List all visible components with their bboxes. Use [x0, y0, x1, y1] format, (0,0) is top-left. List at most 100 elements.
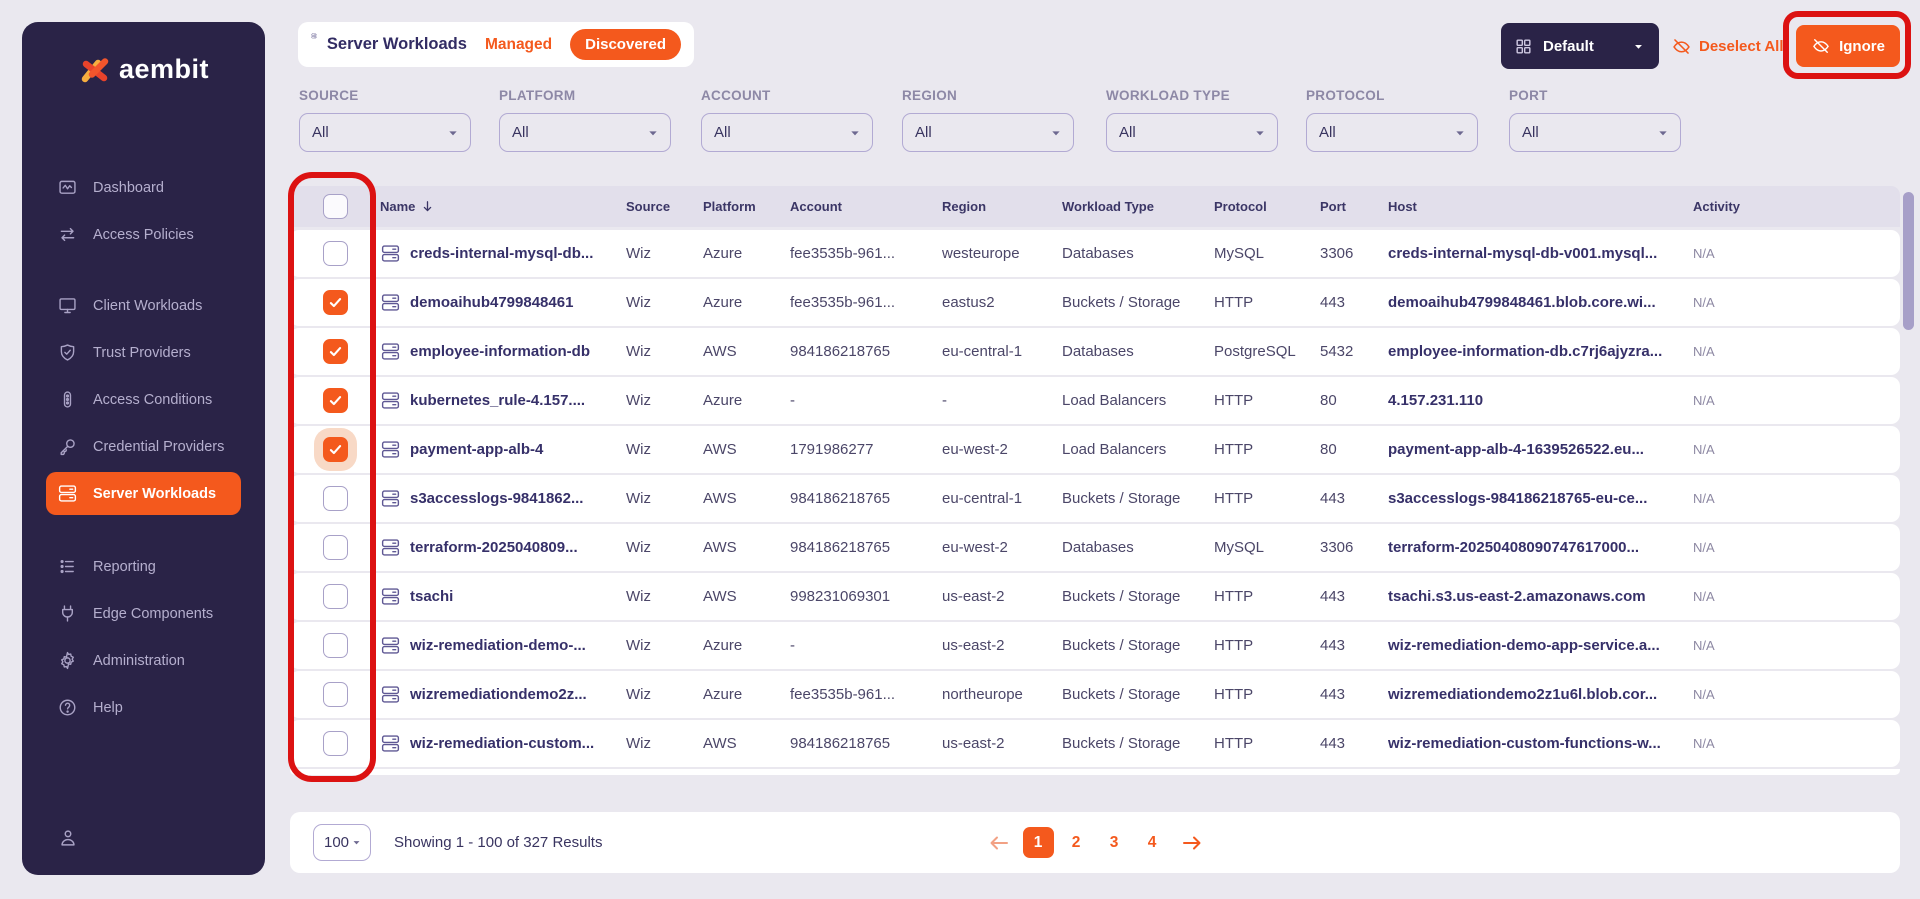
server-icon — [380, 488, 401, 509]
table-row[interactable]: terraform-2025040809... Wiz AWS 98418621876… — [290, 524, 1900, 571]
page-button-4[interactable]: 4 — [1147, 833, 1157, 851]
row-checkbox[interactable] — [322, 682, 348, 707]
column-header-source[interactable]: Source — [626, 199, 703, 214]
account-cell: 998231069301 — [790, 588, 891, 605]
activity-cell: N/A — [1693, 589, 1715, 604]
row-checkbox[interactable] — [322, 535, 348, 560]
table-row[interactable]: wiz-remediation-demo-... Wiz Azure - us-east… — [290, 622, 1900, 669]
row-checkbox[interactable] — [322, 388, 348, 413]
workload-type-cell: Buckets / Storage — [1062, 735, 1181, 752]
previous-page-arrow-icon[interactable] — [987, 831, 1011, 855]
filter-source: SOURCE All — [299, 88, 471, 152]
chevron-down-icon — [645, 125, 661, 141]
sidebar-item-help[interactable]: Help — [22, 684, 265, 731]
table-row[interactable]: demoaihub4799848461 Wiz Azure fee3535b-961.… — [290, 279, 1900, 326]
filter-select-protocol[interactable]: All — [1306, 113, 1478, 152]
port-cell: 443 — [1320, 637, 1346, 654]
column-header-port[interactable]: Port — [1320, 199, 1388, 214]
next-page-arrow-icon[interactable] — [1180, 831, 1204, 855]
table-row[interactable]: wizremediationdemo2z... Wiz Azure fee3535b-… — [290, 671, 1900, 718]
row-checkbox[interactable] — [322, 731, 348, 756]
aembit-logo: aembit — [22, 54, 265, 85]
filter-select-region[interactable]: All — [902, 113, 1074, 152]
column-header-workload-type[interactable]: Workload Type — [1062, 199, 1214, 214]
table-row[interactable]: employee-information-db Wiz AWS 98418621876… — [290, 328, 1900, 375]
select-all-checkbox[interactable] — [322, 194, 348, 219]
table-row[interactable]: kubernetes_rule-4.157.... Wiz Azure - - Load … — [290, 377, 1900, 424]
tab-managed[interactable]: Managed — [484, 35, 553, 53]
sidebar-item-client-workloads[interactable]: Client Workloads — [22, 282, 265, 329]
filter-select-account[interactable]: All — [701, 113, 873, 152]
sidebar-item-label: Edge Components — [93, 605, 214, 622]
filter-select-platform[interactable]: All — [499, 113, 671, 152]
administration-icon — [57, 650, 78, 671]
port-cell: 80 — [1320, 392, 1337, 409]
view-selector-dropdown[interactable]: Default — [1501, 23, 1659, 69]
protocol-cell: HTTP — [1214, 294, 1254, 311]
deselect-all-button[interactable]: Deselect All — [1671, 23, 1784, 69]
host-cell: demoaihub4799848461.blob.core.wi... — [1388, 294, 1656, 311]
page-button-2[interactable]: 2 — [1071, 833, 1081, 851]
sidebar-item-label: Server Workloads — [93, 485, 217, 502]
table-row[interactable]: tsachi Wiz AWS 998231069301 us-east-2 Buckets… — [290, 573, 1900, 620]
sidebar-item-reporting[interactable]: Reporting — [22, 543, 265, 590]
row-checkbox[interactable] — [322, 241, 348, 266]
tab-discovered[interactable]: Discovered — [570, 29, 681, 60]
sidebar-item-credential-providers[interactable]: Credential Providers — [22, 423, 265, 470]
table-row[interactable]: creds-internal-mysql-db... Wiz Azure fee353… — [290, 230, 1900, 277]
workload-name-cell: wiz-remediation-custom... — [380, 733, 626, 754]
table-row[interactable]: payment-app-alb-4 Wiz AWS 1791986277 eu-west… — [290, 426, 1900, 473]
sidebar-item-access-policies[interactable]: Access Policies — [22, 211, 265, 258]
sidebar-item-access-conditions[interactable]: Access Conditions — [22, 376, 265, 423]
sidebar-item-administration[interactable]: Administration — [22, 637, 265, 684]
column-header-label: Workload Type — [1062, 199, 1154, 214]
results-summary: Showing 1 - 100 of 327 Results — [394, 834, 603, 851]
column-header-platform[interactable]: Platform — [703, 199, 790, 214]
column-header-protocol[interactable]: Protocol — [1214, 199, 1320, 214]
partial-row — [290, 769, 1900, 775]
server-icon — [380, 341, 401, 362]
column-header-name[interactable]: Name — [380, 199, 626, 214]
filter-label: REGION — [902, 88, 958, 103]
filter-select-source[interactable]: All — [299, 113, 471, 152]
column-header-label: Region — [942, 199, 987, 214]
eye-off-icon — [1811, 36, 1831, 56]
filter-select-port[interactable]: All — [1509, 113, 1681, 152]
row-checkbox[interactable] — [322, 633, 348, 658]
activity-cell: N/A — [1693, 491, 1715, 506]
filter-value: All — [714, 124, 731, 141]
platform-cell: AWS — [703, 343, 737, 360]
page-size-dropdown[interactable]: 100 — [313, 824, 371, 861]
column-header-region[interactable]: Region — [942, 199, 1062, 214]
table-row[interactable]: wiz-remediation-custom... Wiz AWS 984186218… — [290, 720, 1900, 767]
account-cell: fee3535b-961... — [790, 245, 896, 262]
scrollbar-thumb[interactable] — [1903, 192, 1914, 330]
column-header-activity[interactable]: Activity — [1693, 199, 1900, 214]
column-header-host[interactable]: Host — [1388, 199, 1693, 214]
row-checkbox[interactable] — [322, 437, 348, 462]
sidebar-item-trust-providers[interactable]: Trust Providers — [22, 329, 265, 376]
workload-name: kubernetes_rule-4.157.... — [410, 392, 586, 409]
user-profile-icon[interactable] — [57, 827, 79, 849]
table-row[interactable]: s3accesslogs-9841862... Wiz AWS 98418621876… — [290, 475, 1900, 522]
ignore-button[interactable]: Ignore — [1796, 25, 1900, 67]
row-checkbox[interactable] — [322, 486, 348, 511]
row-checkbox[interactable] — [322, 339, 348, 364]
workload-name: wiz-remediation-demo-... — [410, 637, 586, 654]
row-checkbox-cell — [290, 633, 380, 658]
column-header-account[interactable]: Account — [790, 199, 942, 214]
filter-select-workload-type[interactable]: All — [1106, 113, 1278, 152]
row-checkbox[interactable] — [322, 290, 348, 315]
sidebar-item-dashboard[interactable]: Dashboard — [22, 164, 265, 211]
workload-name-cell: demoaihub4799848461 — [380, 292, 626, 313]
sidebar-item-edge-components[interactable]: Edge Components — [22, 590, 265, 637]
page-button-1[interactable]: 1 — [1022, 827, 1054, 858]
protocol-cell: HTTP — [1214, 441, 1254, 458]
protocol-cell: HTTP — [1214, 490, 1254, 507]
reporting-icon — [57, 556, 78, 577]
page-button-3[interactable]: 3 — [1109, 833, 1119, 851]
workload-name-cell: kubernetes_rule-4.157.... — [380, 390, 626, 411]
row-checkbox[interactable] — [322, 584, 348, 609]
access-conditions-icon — [57, 389, 78, 410]
sidebar-item-server-workloads[interactable]: Server Workloads — [46, 472, 241, 515]
